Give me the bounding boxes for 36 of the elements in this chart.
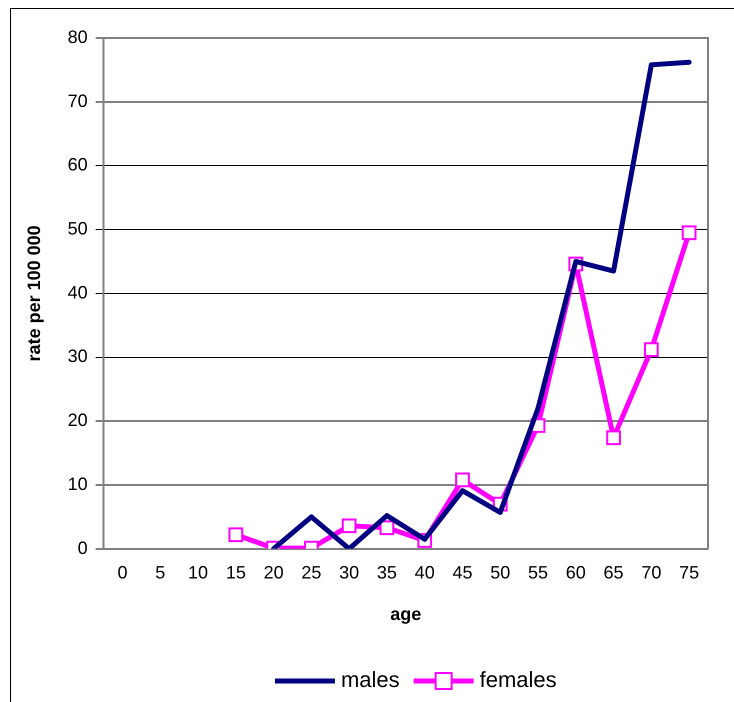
y-tick-label: 10 [68,474,88,494]
x-tick-label: 5 [155,562,166,583]
point [606,430,621,446]
point [342,518,357,534]
x-tick-label: 70 [641,562,662,583]
x-tick-label: 40 [414,562,435,583]
x-tick-label: 15 [226,562,246,583]
point [228,527,244,542]
y-tick-label: 20 [68,410,88,430]
x-tick-label: 60 [566,562,586,583]
x-tick-label: 10 [188,562,208,583]
point [380,520,394,536]
point [644,342,659,357]
y-tick-label: 30 [68,346,88,366]
y-tick-label: 40 [68,282,88,302]
x-tick-label: 55 [528,562,548,583]
point [682,225,696,240]
y-tick-label: 50 [68,218,88,239]
x-tick-label: 45 [452,562,472,583]
x-tick-label: 75 [679,562,700,583]
x-tick-label: 0 [118,562,128,583]
x-tick-label: 35 [376,562,397,583]
x-tick-label: 30 [339,562,360,583]
y-tick-label: 0 [78,538,88,558]
legend-label: males [340,667,400,692]
legend-label: females [480,667,557,692]
y-tick-label: 70 [68,90,88,111]
x-axis-title: age [390,604,422,624]
x-tick-label: 20 [264,562,284,583]
y-tick-label: 60 [68,154,88,175]
y-axis-title: rate per 100 000 [24,225,44,362]
x-tick-label: 50 [490,562,510,583]
x-tick-label: 65 [604,562,624,583]
y-tick-label: 80 [68,26,88,47]
point [455,472,470,488]
x-tick-label: 25 [301,562,322,583]
